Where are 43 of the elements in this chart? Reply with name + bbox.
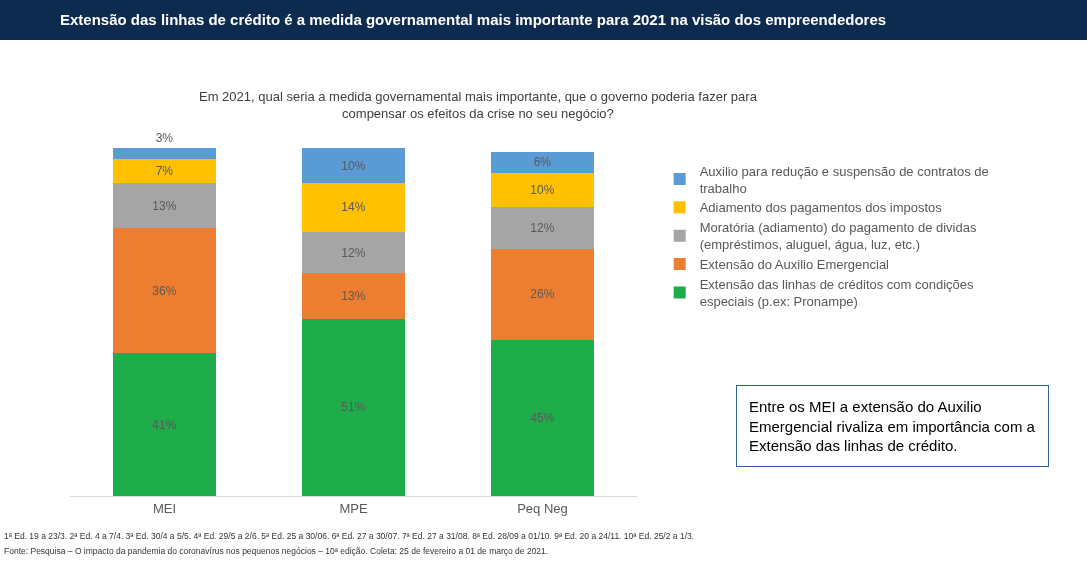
- data-label: 10%: [341, 158, 366, 173]
- data-label: 6%: [533, 155, 552, 170]
- bar: [112, 353, 217, 496]
- legend-label: Adiamento dos pagamentos dos impostos: [699, 200, 943, 216]
- x-tick-label: MEI: [152, 500, 177, 516]
- data-label: 12%: [530, 221, 555, 236]
- bar: [301, 148, 406, 184]
- bar: [490, 151, 595, 173]
- bar: [301, 273, 406, 319]
- bar: [112, 183, 217, 229]
- data-label: 51%: [341, 400, 366, 415]
- x-tick-label: MPE: [339, 500, 368, 516]
- source-note: Fonte: Pesquisa – O impacto da pandemia do coronavírus nos pequenos negócios – 10ª edição. Coleta: 25 de fevereiro a 01 de março de 2021.: [4, 546, 549, 556]
- data-label: 7%: [155, 163, 174, 178]
- bar: [301, 318, 406, 496]
- legend-label: Extensão do Auxilio Emergencial: [699, 257, 890, 273]
- legend-label: Auxilio para redução e suspensão de contratos de trabalho: [699, 163, 989, 196]
- bar: [490, 207, 595, 250]
- text: 1ª Ed. 19 a 23/3. 2ª Ed. 4 a 7/4. 3ª Ed. 30/4 a 5/5. 4ª Ed. 29/5 a 2/6. 5ª Ed. 25 a 30/06. 6ª Ed. 27 a 30/07. 7ª Ed. 27 a 31/08. 8ª Ed. 28/09 a 01/10. 9ª Ed. 20 a 24/11. 10ª Ed. 25/2 a 1/3.: [4, 531, 695, 541]
- bar: [490, 249, 595, 340]
- data-label: 26%: [530, 287, 555, 302]
- chart-subtitle: Em 2021, qual seria a medida governamental mais importante, que o governo poderia fazer para compensar os efeitos da crise no seu negócio?: [199, 89, 758, 121]
- data-label: 36%: [152, 283, 177, 298]
- data-label: 3%: [155, 131, 174, 146]
- text: Entre os MEI a extensão do Auxilio Emergencial rivaliza em importância com a Extensão das linhas de crédito.: [749, 398, 1036, 454]
- data-label: 41%: [152, 417, 177, 432]
- bar: [112, 158, 217, 184]
- bar: [301, 183, 406, 232]
- data-label: 13%: [341, 289, 366, 304]
- x-tick-label: Peq Neg: [517, 500, 568, 516]
- bar: [112, 148, 217, 159]
- bar: [490, 339, 595, 496]
- bar: [112, 228, 217, 354]
- data-label: 14%: [341, 200, 366, 215]
- data-label: 45%: [530, 410, 555, 425]
- legend-label: Moratória (adiamento) do pagamento de dividas (empréstimos, aluguel, água, luz, etc.): [699, 220, 977, 253]
- bar: [490, 172, 595, 208]
- chart-title: Extensão das linhas de crédito é a medida governamental mais importante para 2021 na visão dos empreendedores: [0, 0, 1087, 40]
- data-label: 13%: [152, 198, 177, 213]
- data-label: 12%: [341, 245, 366, 260]
- data-label: 10%: [530, 183, 555, 198]
- bar: [301, 231, 406, 274]
- legend-label: Extensão das linhas de créditos com condições especiais (p.ex: Pronampe): [699, 277, 975, 309]
